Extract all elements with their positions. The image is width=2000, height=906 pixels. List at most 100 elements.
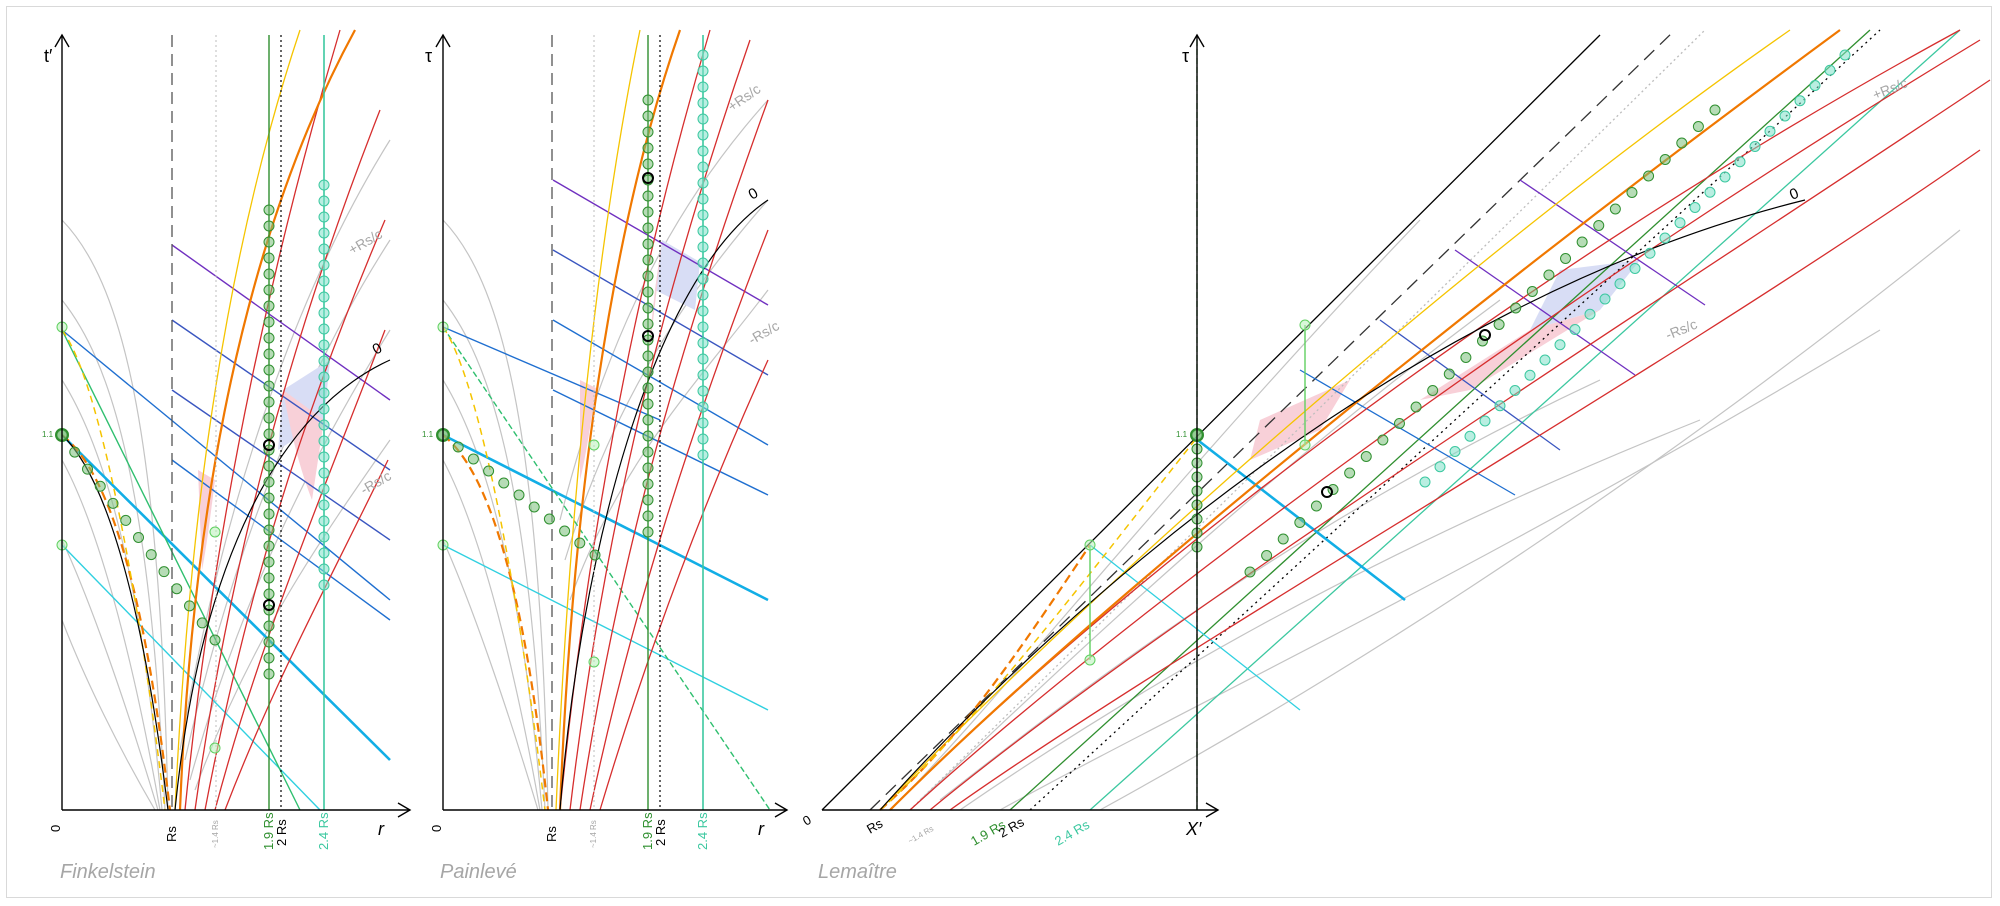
worldline-marker [1674, 217, 1686, 229]
worldline-marker [1261, 550, 1273, 561]
tick-origin: 0 [48, 825, 63, 832]
x-axis-label: r [378, 819, 385, 839]
panel-painleve: τ r 0 Rs ~1.4 Rs 1.9 Rs 2 Rs 2.4 Rs 0 +R… [422, 29, 789, 883]
worldline-marker [1779, 110, 1791, 122]
worldline-marker [263, 556, 275, 568]
blue-lines [442, 179, 771, 811]
worldline-marker [697, 49, 709, 61]
worldline-marker [1626, 187, 1638, 198]
worldline-marker [318, 467, 330, 479]
worldline-marker [543, 513, 555, 525]
worldline-marker [642, 350, 654, 362]
worldline-marker [559, 525, 571, 537]
worldline-marker [82, 463, 93, 475]
worldline-marker [1419, 476, 1431, 488]
worldline-marker [697, 289, 709, 301]
worldline-marker [642, 206, 654, 218]
worldline-marker [697, 193, 709, 205]
worldline-marker [1709, 104, 1721, 116]
x-axis-label: r [758, 819, 765, 839]
worldline-marker [697, 433, 709, 445]
worldline-marker [1410, 401, 1422, 413]
worldline-marker [697, 177, 709, 189]
worldline-marker [263, 380, 275, 392]
worldline-marker [263, 364, 275, 376]
worldline-marker [318, 339, 330, 351]
worldline-marker [589, 549, 601, 561]
worldline-marker [697, 305, 709, 317]
worldline-marker [263, 220, 275, 232]
annotation-rs-c-neg: -Rs/c [358, 467, 394, 497]
worldline-marker [642, 158, 654, 170]
worldline-marker [697, 369, 709, 381]
black-curve [559, 199, 769, 811]
worldline-marker [1460, 352, 1472, 363]
worldline-marker [263, 396, 275, 408]
annotation-start: 1.1 [42, 430, 54, 439]
orange-curves [879, 29, 1841, 811]
worldline-marker [642, 238, 654, 250]
worldline-marker [263, 599, 275, 611]
panel-title: Lemaître [818, 861, 897, 883]
annotation-start: 1.1 [422, 430, 434, 439]
annotation-zero: 0 [1787, 185, 1801, 204]
panel-lemaitre: τ X′ 0 Rs ~1.4 Rs 1.9 Rs 2 Rs 2.4 Rs 0 +… [800, 29, 1991, 883]
worldline-marker [318, 307, 330, 319]
tick-r19: 1.9 Rs [640, 812, 655, 850]
worldline-marker [697, 337, 709, 349]
worldline-marker [263, 588, 275, 600]
worldline-marker [1477, 335, 1488, 347]
worldline-marker [1824, 64, 1836, 76]
worldline-marker [697, 417, 709, 429]
worldline-marker [1584, 308, 1596, 320]
worldline-marker [209, 742, 221, 754]
worldline-marker [1839, 49, 1851, 61]
worldline-marker [697, 145, 709, 157]
worldline-marker [642, 526, 654, 538]
worldline-marker [1434, 461, 1446, 473]
tick-r19: 1.9 Rs [261, 812, 276, 850]
worldline-marker [263, 204, 275, 216]
worldline-marker [697, 449, 709, 461]
worldline-marker [1427, 385, 1439, 396]
worldline-marker [642, 382, 654, 394]
worldline-marker [697, 209, 709, 221]
worldline-marker [642, 254, 654, 266]
axes [435, 33, 789, 818]
worldline-marker [1493, 319, 1505, 330]
worldline-marker [263, 620, 275, 632]
worldline-marker [263, 652, 275, 664]
worldline-marker [1299, 439, 1311, 451]
worldline-marker [1084, 654, 1096, 666]
worldline-marker [642, 270, 654, 282]
tick-rs: Rs [864, 815, 886, 836]
worldline-marker [318, 579, 330, 591]
worldline-marker [697, 257, 709, 269]
tick-r24: 2.4 Rs [316, 812, 331, 850]
worldline-marker [1310, 500, 1322, 512]
worldline-marker [1643, 170, 1655, 182]
worldline-marker [697, 225, 709, 237]
worldline-marker [1644, 247, 1656, 259]
worldline-marker [642, 142, 654, 154]
worldline-marker [318, 323, 330, 335]
worldline-marker [1576, 236, 1588, 248]
vertical-guides [551, 35, 704, 810]
worldline-marker [318, 387, 330, 399]
worldline-marker [318, 211, 330, 223]
worldline-marker [1689, 202, 1701, 213]
y-axis-label: τ [1182, 46, 1189, 66]
worldline-marker [1629, 263, 1641, 274]
worldline-marker [107, 497, 119, 509]
worldline-marker [1692, 121, 1704, 132]
worldline-marker [1704, 186, 1716, 198]
worldline-marker [318, 531, 330, 543]
worldline-marker [642, 94, 654, 106]
worldline-marker [1294, 517, 1306, 528]
worldline-marker [1659, 232, 1671, 244]
worldline-marker [697, 97, 709, 109]
annotation-rs-c-pos: +Rs/c [725, 81, 764, 115]
worldline-marker [171, 583, 183, 595]
worldline-marker [452, 441, 464, 453]
worldline-marker [263, 572, 275, 584]
